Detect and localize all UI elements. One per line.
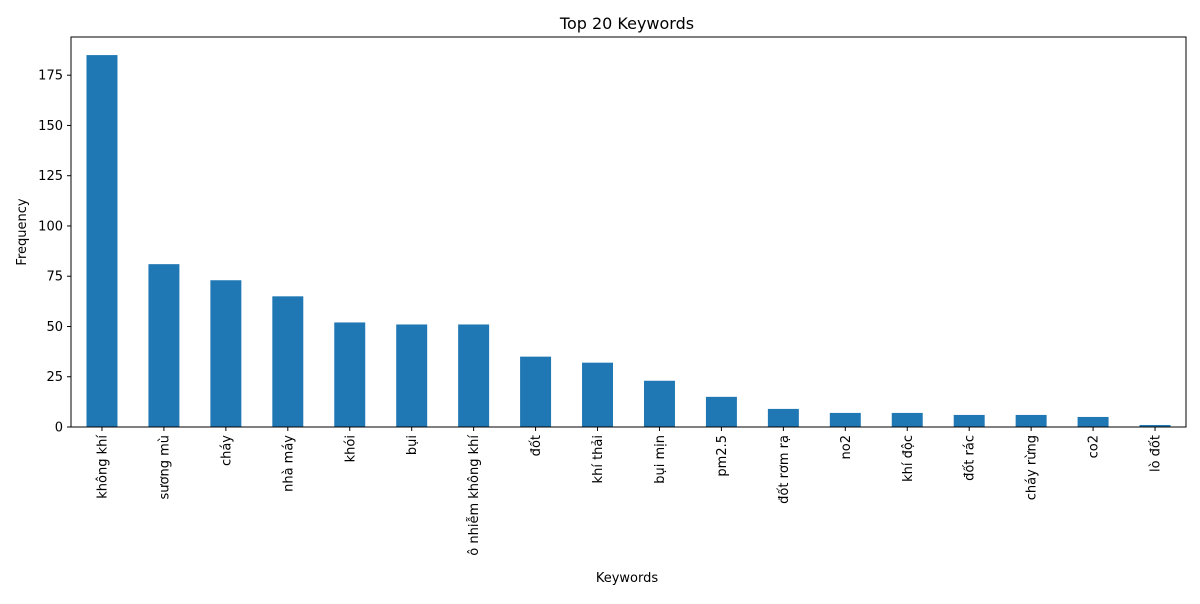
bar — [334, 322, 366, 427]
x-tick-label: đốt rơm rạ — [777, 435, 792, 504]
x-tick-label: khí độc — [901, 435, 916, 482]
plot-frame — [70, 36, 1187, 428]
x-tick-label: đốt rác — [963, 435, 978, 481]
plot-area: 0 25 50 75 100 125 150 175 không khí sương mù cháy… — [38, 36, 1187, 556]
y-tick-label: 150 — [38, 119, 63, 134]
x-tick-label: pm2.5 — [715, 435, 730, 477]
bar — [520, 356, 552, 427]
bar — [582, 362, 614, 427]
x-tick-label: không khí — [95, 435, 110, 499]
y-axis-label: Frequency — [15, 198, 30, 265]
bar — [891, 412, 923, 427]
bar — [86, 55, 118, 428]
bar — [829, 412, 861, 427]
bar — [396, 324, 428, 427]
bar — [458, 324, 490, 427]
y-tick-label: 100 — [38, 219, 63, 234]
x-tick-label: khói — [343, 435, 358, 462]
x-tick-label: đốt — [529, 435, 544, 456]
y-tick-label: 0 — [55, 421, 63, 436]
bar — [1015, 414, 1047, 427]
x-tick-label: cháy — [219, 435, 234, 466]
chart-title: Top 20 Keywords — [559, 14, 694, 33]
x-tick-label: bụi — [405, 435, 420, 455]
bar — [148, 264, 180, 427]
bar — [210, 280, 242, 427]
bar — [643, 380, 675, 427]
bar — [1139, 424, 1171, 427]
bar — [705, 396, 737, 427]
x-tick-label: bụi mịn — [653, 435, 668, 484]
x-tick-label: khí thải — [591, 435, 606, 483]
x-tick-label: sương mù — [157, 435, 172, 500]
x-tick-label: ô nhiễm không khí — [467, 435, 482, 556]
x-tick-label: cháy rừng — [1025, 435, 1040, 500]
bar — [953, 414, 985, 427]
bar — [767, 408, 799, 427]
x-tick-label: no2 — [839, 435, 854, 459]
x-tick-label: co2 — [1087, 435, 1102, 458]
y-tick-label: 75 — [46, 270, 63, 285]
bar — [272, 296, 304, 427]
x-axis-label: Keywords — [596, 571, 659, 586]
y-tick-label: 50 — [46, 320, 63, 335]
x-tick-label: nhà máy — [281, 435, 296, 492]
y-tick-label: 25 — [46, 370, 63, 385]
y-tick-label: 125 — [38, 169, 63, 184]
y-tick-label: 175 — [38, 69, 63, 84]
x-tick-label: lò đốt — [1149, 435, 1164, 472]
bar — [1077, 416, 1109, 427]
